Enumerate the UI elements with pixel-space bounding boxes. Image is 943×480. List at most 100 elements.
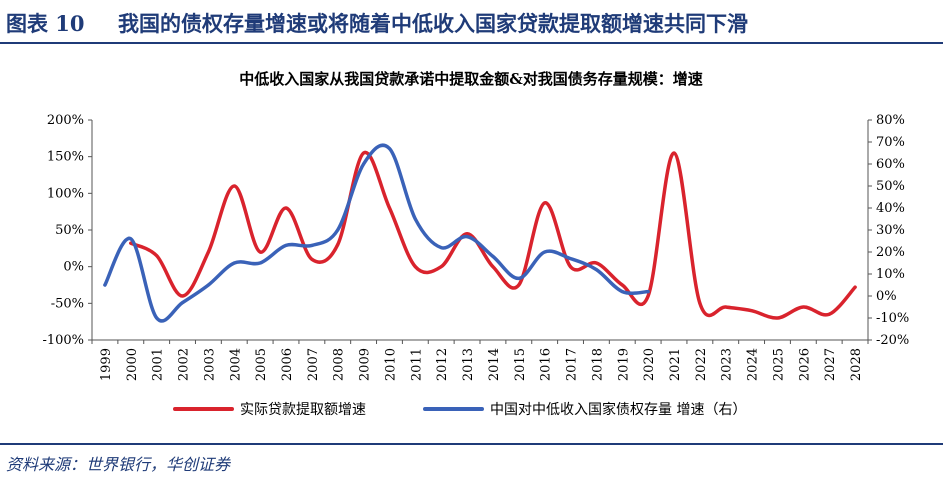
debt-stock-point-2012 (439, 246, 443, 250)
figure-title: 我国的债权存量增速或将随着中低收入国家贷款提取额增速共同下滑 (118, 11, 748, 36)
x-tick-label: 2014 (487, 348, 502, 381)
actual-drawdown-point-2010 (387, 206, 391, 210)
y-right-tick-label: -10% (876, 311, 909, 326)
y-right-tick-label: 0% (876, 289, 897, 304)
actual-drawdown-point-2022 (698, 301, 702, 305)
x-tick-label: 2012 (435, 348, 450, 381)
debt-stock-point-2005 (258, 261, 262, 265)
x-tick-label: 2017 (565, 348, 580, 381)
debt-stock-point-2017 (569, 257, 573, 261)
actual-drawdown-point-2001 (155, 254, 159, 258)
debt-stock-point-2004 (232, 261, 236, 265)
x-tick-label: 2010 (383, 348, 398, 381)
actual-drawdown-point-2004 (232, 184, 236, 188)
legend-label-actual-drawdown: 实际贷款提取额增速 (240, 402, 366, 418)
x-tick-label: 2004 (228, 348, 243, 381)
y-left-tick-label: -100% (42, 333, 84, 348)
debt-stock-point-1999 (103, 283, 107, 287)
actual-drawdown-point-2019 (620, 283, 624, 287)
y-right-tick-label: -20% (876, 333, 909, 348)
actual-drawdown-point-2016 (543, 201, 547, 205)
actual-drawdown-point-2025 (775, 316, 779, 320)
actual-drawdown-point-2002 (181, 294, 185, 298)
legend-label-debt-stock: 中国对中低收入国家债权存量 增速（右） (490, 401, 746, 418)
chart-title: 中低收入国家从我国贷款承诺中提取金额&对我国债务存量规模：增速 (239, 70, 703, 88)
actual-drawdown-point-2003 (206, 250, 210, 254)
y-right-tick-label: 80% (876, 113, 905, 128)
actual-drawdown-point-2005 (258, 250, 262, 254)
actual-drawdown-point-2007 (310, 257, 314, 261)
actual-drawdown-point-2017 (569, 265, 573, 269)
actual-drawdown-point-2013 (465, 232, 469, 236)
actual-drawdown-point-2009 (362, 151, 366, 155)
x-tick-label: 2019 (616, 348, 631, 381)
y-right-ticks: 80% 70% 60% 50% 40% 30% 20% 10% 0% -10% -20% (868, 113, 909, 348)
x-tick-label: 2011 (409, 348, 424, 381)
figure-label: 图表 10 (6, 11, 85, 36)
chart: 中低收入国家从我国贷款承诺中提取金额&对我国债务存量规模：增速 200% 150%… (42, 70, 909, 418)
y-left-tick-label: -50% (51, 296, 84, 311)
debt-stock-point-2016 (543, 250, 547, 254)
x-tick-label: 2028 (849, 348, 864, 381)
x-tick-label: 2020 (642, 348, 657, 381)
x-tick-label: 2023 (720, 348, 735, 381)
x-tick-label: 2002 (177, 348, 192, 381)
actual-drawdown-point-2028 (853, 285, 857, 289)
y-left-ticks: 200% 150% 100% 50% 0% -50% -100% (42, 113, 92, 348)
y-left-tick-label: 50% (55, 223, 84, 238)
debt-stock-point-2007 (310, 243, 314, 247)
debt-stock-point-2011 (413, 217, 417, 221)
y-right-tick-label: 70% (876, 135, 905, 150)
x-tick-label: 2006 (280, 348, 295, 381)
debt-stock-point-2014 (491, 254, 495, 258)
x-tick-label: 2008 (332, 348, 347, 381)
x-tick-label: 2005 (254, 348, 269, 381)
y-right-tick-label: 40% (876, 201, 905, 216)
x-tick-label: 2009 (358, 348, 373, 381)
x-tick-label: 2007 (306, 348, 321, 381)
series-line-actual-drawdown (129, 150, 857, 320)
actual-drawdown-point-2024 (750, 309, 754, 313)
debt-stock-point-2006 (284, 243, 288, 247)
series-line-debt-stock (103, 143, 650, 323)
source-note: 资料来源：世界银行，华创证券 (6, 455, 231, 474)
x-tick-label: 2025 (771, 348, 786, 381)
y-left-tick-label: 200% (47, 113, 84, 128)
x-tick-label: 2024 (746, 348, 761, 381)
y-left-tick-label: 100% (47, 186, 84, 201)
x-tick-label: 2001 (151, 348, 166, 381)
debt-stock-point-2015 (517, 276, 521, 280)
actual-drawdown-point-2021 (672, 151, 676, 155)
x-tick-label: 1999 (99, 348, 114, 381)
x-tick-label: 2016 (539, 348, 554, 381)
series-group (103, 143, 857, 323)
header-rule (0, 42, 943, 44)
actual-drawdown-point-2018 (594, 261, 598, 265)
x-tick-label: 2000 (125, 348, 140, 381)
x-tick-label: 2026 (797, 348, 812, 381)
x-tick-label: 2018 (590, 348, 605, 381)
legend: 实际贷款提取额增速 中国对中低收入国家债权存量 增速（右） (173, 401, 746, 418)
actual-drawdown-point-2012 (439, 265, 443, 269)
debt-stock-point-2013 (465, 235, 469, 239)
x-ticks: 1999 2000 2001 2002 2003 2004 2005 2006 2007 2008… (91, 340, 869, 381)
debt-stock-point-2003 (206, 283, 210, 287)
actual-drawdown-point-2027 (827, 312, 831, 316)
y-right-tick-label: 50% (876, 179, 905, 194)
debt-stock-point-2008 (336, 228, 340, 232)
actual-drawdown-point-2006 (284, 206, 288, 210)
actual-drawdown-point-2008 (336, 243, 340, 247)
debt-stock-point-2001 (155, 316, 159, 320)
x-tick-label: 2021 (668, 348, 683, 381)
y-right-tick-label: 30% (876, 223, 905, 238)
debt-stock-point-2002 (181, 301, 185, 305)
debt-stock-point-2000 (129, 237, 133, 241)
figure-header: 图表 10 我国的债权存量增速或将随着中低收入国家贷款提取额增速共同下滑 (0, 0, 943, 44)
y-right-tick-label: 20% (876, 245, 905, 260)
debt-stock-point-2009 (362, 162, 366, 166)
x-tick-label: 2015 (513, 348, 528, 381)
debt-stock-point-2020 (646, 290, 650, 294)
actual-drawdown-point-2020 (646, 294, 650, 298)
x-tick-label: 2027 (823, 348, 838, 381)
actual-drawdown-point-2026 (801, 305, 805, 309)
